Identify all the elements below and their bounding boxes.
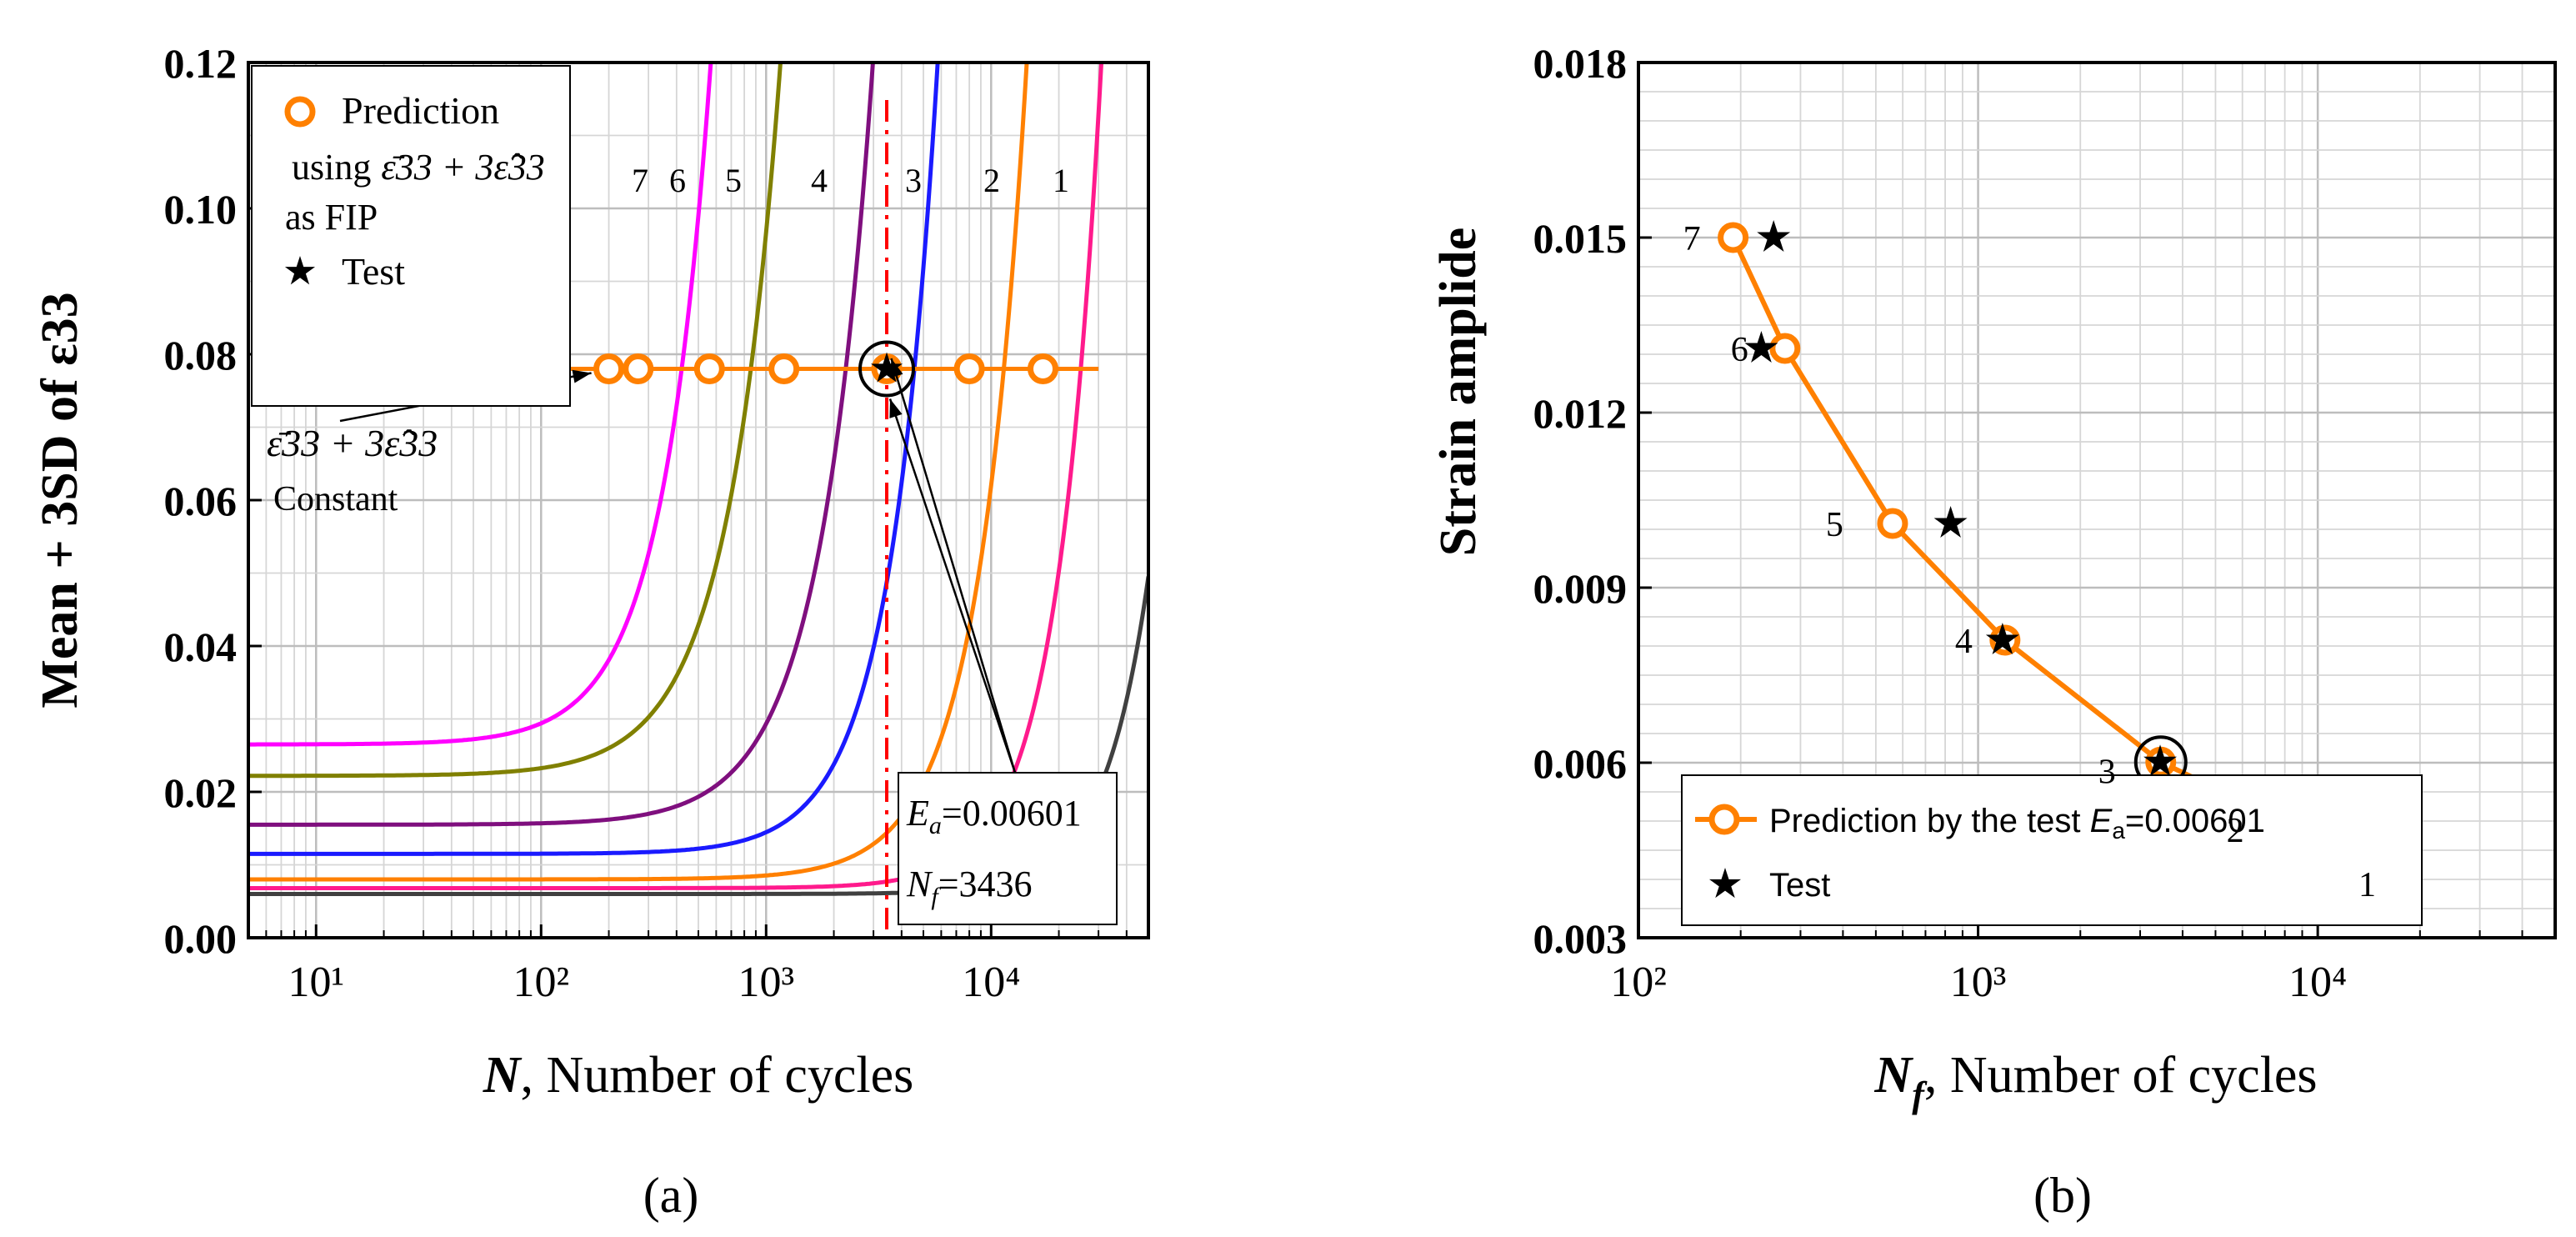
value-nf: Nf=3436 (906, 864, 1033, 910)
prediction-point-6 (1769, 333, 1801, 364)
x-tick-label: 10² (513, 959, 569, 1006)
constant-label: Constant (273, 480, 398, 518)
point-label-5: 5 (1826, 506, 1843, 544)
point-label-2: 2 (2227, 812, 2244, 850)
prediction-point-6 (623, 353, 654, 384)
point-label-7: 7 (1683, 220, 1701, 258)
arrow-test-point-head (889, 398, 903, 418)
prediction-point-1 (1027, 353, 1058, 384)
x-tick-label: 10³ (738, 959, 794, 1006)
chart-b-ylabel: Strain amplide (1430, 228, 1487, 556)
legend-b-prediction-label: Prediction by the test Ea=0.00601 (1769, 803, 2265, 844)
point-label-1: 1 (2358, 866, 2376, 904)
legend-b-prediction-marker (1708, 804, 1740, 835)
legend-test-label: Test (342, 250, 405, 293)
chart-a-legend: Prediction using ε̄33 + 3ε̂33 as FIP Test… (251, 65, 571, 518)
curve-label-5: 5 (725, 162, 742, 199)
x-tick-label: 10² (1610, 959, 1667, 1006)
x-tick-label: 10¹ (288, 959, 344, 1006)
curve-label-2: 2 (983, 162, 1000, 199)
curve-series-6 (248, 63, 783, 779)
value-box (898, 772, 1118, 925)
y-tick-label: 0.012 (1533, 390, 1628, 437)
x-tick-label: 10⁴ (962, 959, 1020, 1006)
curve-series-5 (248, 63, 875, 827)
y-tick-label: 0.06 (164, 478, 238, 524)
chart-a-ylabel: Mean + 3SD of ε33 (32, 292, 88, 708)
y-tick-label: 0.02 (164, 769, 238, 816)
arrow-constant-head (572, 369, 592, 383)
chart-b-ticks: 0.003 0.006 0.009 0.012 0.015 0.018 10² 10³ 10⁴ (1533, 40, 2556, 1006)
y-tick-label: 0.10 (164, 186, 238, 233)
arrow-curve-3-head (890, 358, 903, 378)
legend-b-box (1681, 774, 2423, 926)
chart-b-legend: Prediction by the test Ea=0.00601 Test (1681, 774, 2423, 926)
y-tick-label: 0.00 (164, 915, 238, 962)
panel-label-b: (b) (2033, 1168, 2092, 1223)
chart-a: 0.00 0.02 0.04 0.06 0.08 0.10 0.12 10¹ 10² 10³ 10⁴… (164, 40, 1150, 1006)
chart-a-ticks: 0.00 0.02 0.04 0.06 0.08 0.10 0.12 10¹ 10² 10³ 10⁴ (164, 40, 1149, 1006)
point-label-3: 3 (2098, 753, 2116, 791)
y-tick-label: 0.08 (164, 332, 238, 378)
curve-label-1: 1 (1053, 162, 1069, 199)
curve-label-7: 7 (632, 162, 648, 199)
legend-b-test-label: Test (1769, 867, 1830, 904)
legend-prediction-label: Prediction (342, 89, 499, 132)
legend-using: using ε̄33 + 3ε̂33 (292, 147, 545, 188)
prediction-point-7 (593, 353, 625, 384)
prediction-point-2 (953, 353, 985, 384)
arrow-test-point (888, 398, 1017, 774)
test-highlight-circle (858, 340, 916, 398)
panel-label-a: (a) (643, 1168, 699, 1223)
legend-as-fip: as FIP (285, 197, 378, 238)
x-tick-label: 10⁴ (2288, 959, 2347, 1006)
y-tick-label: 0.015 (1533, 215, 1628, 262)
prediction-point-7 (1718, 222, 1749, 253)
legend-prediction-marker (284, 96, 316, 128)
chart-a-curve-labels: 7 6 5 4 3 2 1 (632, 162, 1069, 199)
y-tick-label: 0.04 (164, 624, 238, 670)
curve-series-7 (248, 63, 713, 747)
curve-label-6: 6 (669, 162, 686, 199)
y-tick-label: 0.009 (1533, 565, 1628, 612)
point-label-4: 4 (1955, 623, 1973, 661)
point-label-6: 6 (1731, 331, 1748, 369)
constant-expr: ε̄33 + 3ε̂33 (267, 422, 438, 464)
test-point-7 (1757, 220, 1791, 252)
curve-series-4 (248, 63, 940, 856)
chart-a-value-box: Ea=0.00601 Nf=3436 (898, 772, 1118, 925)
chart-b-series (1718, 220, 2412, 866)
curve-label-3: 3 (905, 162, 922, 199)
y-tick-label: 0.12 (164, 40, 238, 87)
arrow-curve-3 (890, 358, 1017, 774)
chart-b-frame (1637, 61, 2557, 939)
prediction-point-4 (768, 353, 800, 384)
y-tick-label: 0.006 (1533, 740, 1628, 787)
x-tick-label: 10³ (1950, 959, 2007, 1006)
curve-label-4: 4 (811, 162, 828, 199)
value-ea: Ea=0.00601 (906, 793, 1082, 839)
y-tick-label: 0.018 (1533, 40, 1628, 87)
chart-a-xlabel: N, Number of cycles (483, 1047, 914, 1104)
y-tick-label: 0.003 (1533, 915, 1628, 962)
prediction-point-5 (693, 353, 725, 384)
prediction-point-5 (1877, 508, 1908, 539)
chart-b-xlabel: Nf, Number of cycles (1873, 1047, 2317, 1115)
chart-a-overlay (339, 100, 1099, 938)
